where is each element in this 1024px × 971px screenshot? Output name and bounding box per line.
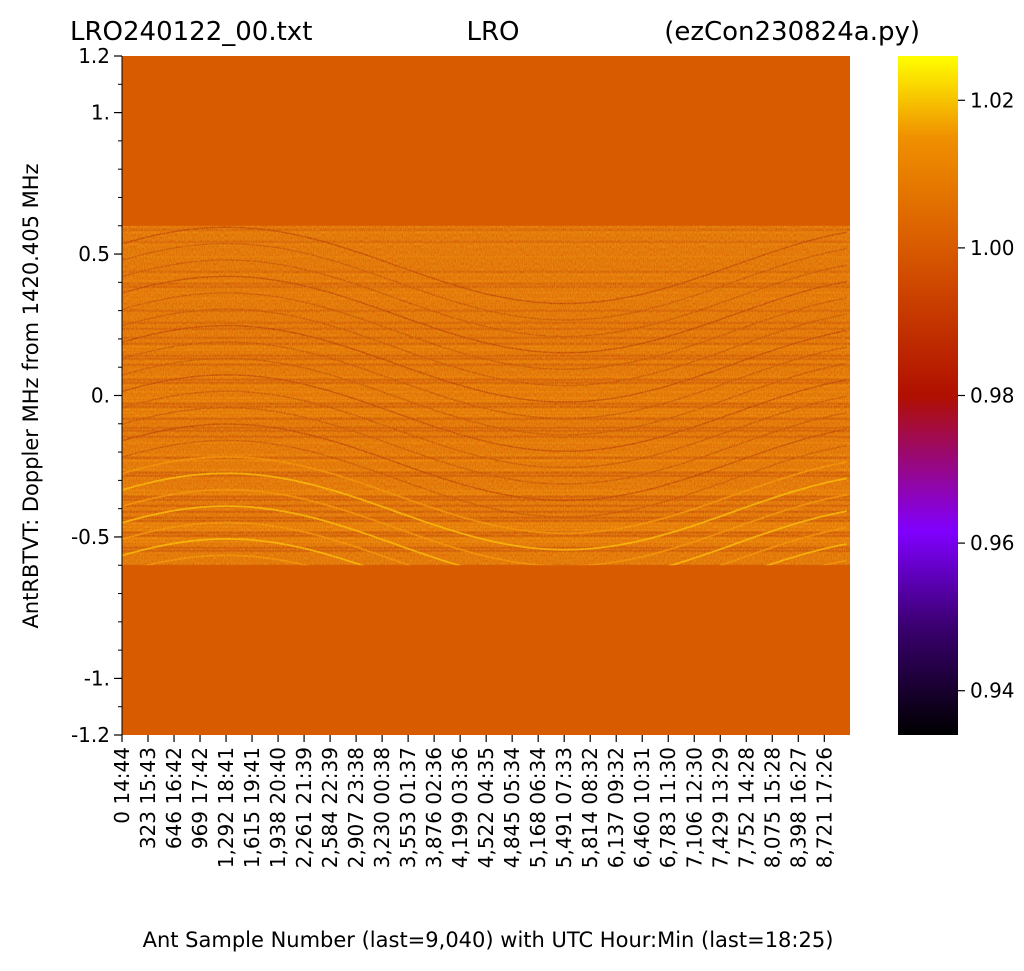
x-tick-label: 6,137 09:32 [604, 747, 628, 868]
x-tick-label: 4,522 04:35 [474, 747, 498, 868]
x-tick-label: 2,261 21:39 [292, 747, 316, 868]
x-tick-label: 3,553 01:37 [396, 747, 420, 868]
x-tick-label: 0 14:44 [110, 747, 134, 824]
x-tick-label: 646 16:42 [162, 747, 186, 849]
y-axis-label: AntRBTVT: Doppler MHz from 1420.405 MHz [19, 163, 43, 628]
x-tick-label: 8,075 15:28 [760, 747, 784, 868]
title-right: (ezCon230824a.py) [664, 17, 920, 47]
heatmap-plot-area [122, 56, 850, 735]
x-tick-label: 1,615 19:41 [240, 747, 264, 868]
x-tick-label: 1,292 18:41 [214, 747, 238, 868]
y-tick-label: 1.2 [78, 44, 110, 68]
y-tick-label: -0.5 [71, 525, 110, 549]
data-band-noise [122, 225, 850, 566]
title-left: LRO240122_00.txt [70, 17, 312, 47]
x-tick-label: 3,876 02:36 [422, 747, 446, 868]
colorbar-ticks: 1.02 1.00 0.98 0.96 0.94 [958, 88, 1015, 703]
x-tick-label: 4,199 03:36 [448, 747, 472, 868]
colorbar-tick-label: 1.02 [970, 88, 1015, 112]
x-tick-label: 2,907 23:38 [344, 747, 368, 868]
doppler-data-band [122, 225, 850, 566]
colorbar-gradient [898, 56, 958, 735]
x-tick-label: 5,491 07:33 [552, 747, 576, 868]
x-tick-label: 6,460 10:31 [630, 747, 654, 868]
colorbar: 1.02 1.00 0.98 0.96 0.94 [898, 56, 1015, 735]
x-tick-label: 7,752 14:28 [734, 747, 758, 868]
x-tick-label: 3,230 00:38 [370, 747, 394, 868]
x-tick-label: 6,783 11:30 [656, 747, 680, 868]
colorbar-tick-label: 1.00 [970, 236, 1015, 260]
y-tick-label: 0. [91, 384, 110, 408]
x-tick-label: 5,168 06:34 [526, 747, 550, 868]
x-tick-label: 323 15:43 [136, 747, 160, 849]
y-tick-label: 0.5 [78, 242, 110, 266]
colorbar-tick-label: 0.98 [970, 384, 1015, 408]
x-tick-label: 7,106 12:30 [682, 747, 706, 868]
y-axis: 1.2 1. 0.5 0. -0.5 -1. -1.2 [71, 44, 123, 747]
x-tick-label: 2,584 22:39 [318, 747, 342, 868]
x-tick-label: 8,398 16:27 [786, 747, 810, 868]
y-tick-label: -1. [84, 666, 110, 690]
colorbar-tick-label: 0.94 [970, 679, 1015, 703]
colorbar-tick-label: 0.96 [970, 531, 1015, 555]
y-tick-label: 1. [91, 101, 110, 125]
x-axis-label: Ant Sample Number (last=9,040) with UTC … [143, 928, 834, 952]
x-tick-label: 5,814 08:32 [578, 747, 602, 868]
x-tick-label: 8,721 17:26 [812, 747, 836, 868]
x-tick-label: 7,429 13:29 [708, 747, 732, 868]
x-axis: 0 14:44 323 15:43 646 16:42 969 17:42 1,292 … [110, 735, 836, 868]
title-center: LRO [466, 17, 519, 47]
y-tick-label: -1.2 [71, 723, 110, 747]
x-tick-label: 4,845 05:34 [500, 747, 524, 868]
x-tick-label: 969 17:42 [188, 747, 212, 849]
x-tick-label: 1,938 20:40 [266, 747, 290, 868]
